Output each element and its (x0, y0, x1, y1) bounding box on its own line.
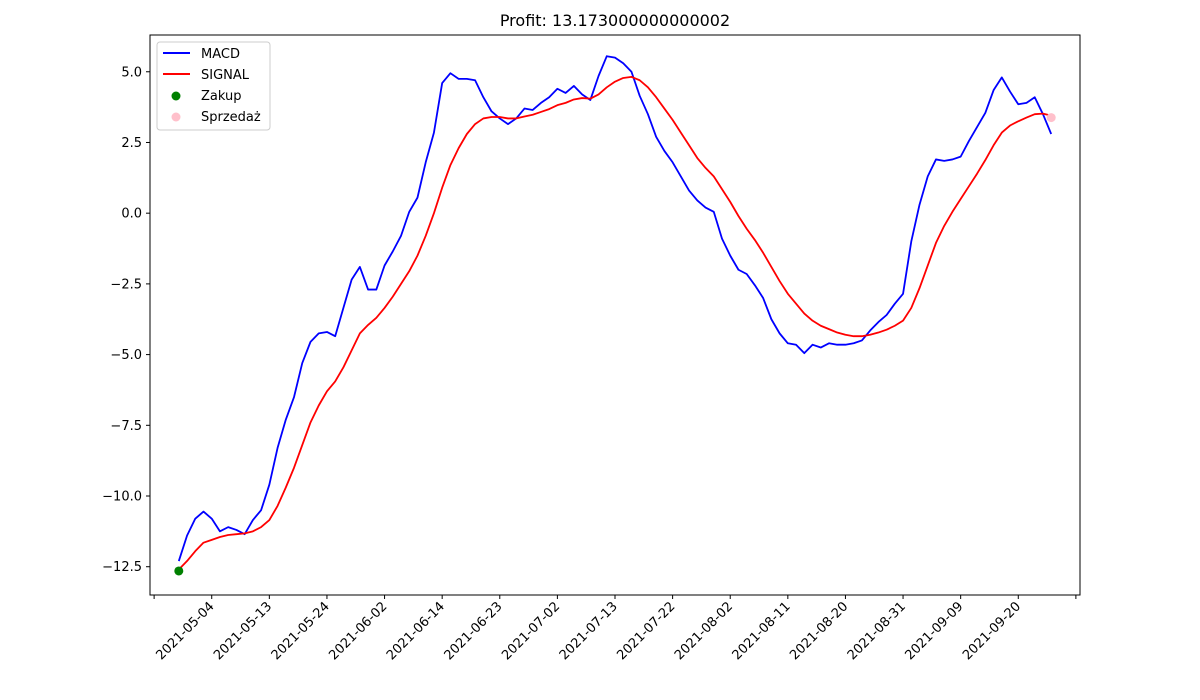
legend-signal-label: SIGNAL (201, 68, 250, 83)
legend-sprzedaz-marker (171, 112, 181, 122)
x-tick-label: 2021-05-13 (211, 599, 275, 663)
x-tick-label: 2021-08-02 (672, 599, 736, 663)
x-tick-label: 2021-08-31 (845, 599, 909, 663)
y-axis: 5.0 2.5 0.0 −2.5 −5.0 −7.5 −10.0 −12.5 (102, 65, 150, 575)
x-tick-label: 2021-07-13 (557, 599, 621, 663)
legend-sprzedaz-label: Sprzedaż (201, 110, 261, 125)
y-tick-label: 5.0 (121, 65, 142, 80)
series-line-signal (178, 75, 1052, 571)
x-tick-label: 2021-08-11 (730, 599, 794, 663)
x-axis: 2021-05-042021-05-132021-05-242021-06-02… (154, 595, 1077, 663)
x-tick-label: 2021-06-02 (326, 599, 390, 663)
buy-marker (174, 566, 184, 576)
y-tick-label: 2.5 (121, 136, 142, 151)
x-tick-label: 2021-07-22 (614, 599, 678, 663)
plot-frame (149, 34, 1081, 596)
x-tick-label: 2021-09-09 (902, 599, 966, 663)
y-tick-label: −10.0 (102, 490, 142, 505)
chart-title: Profit: 13.173000000000002 (500, 11, 730, 30)
x-tick-label: 2021-05-24 (269, 599, 333, 663)
y-tick-label: −2.5 (110, 277, 142, 292)
y-tick-label: −7.5 (110, 419, 142, 434)
y-tick-label: 0.0 (121, 207, 142, 222)
x-tick-label: 2021-07-02 (499, 599, 563, 663)
x-tick-label: 2021-06-14 (384, 599, 448, 663)
legend-zakup-marker (171, 91, 181, 101)
plot-content (174, 55, 1056, 576)
x-tick-label: 2021-06-23 (442, 599, 506, 663)
sell-marker (1046, 113, 1056, 123)
y-tick-label: −12.5 (102, 560, 142, 575)
legend: MACD SIGNAL Zakup Sprzedaż (156, 41, 271, 131)
x-tick-label: 2021-05-04 (154, 599, 218, 663)
legend-box (156, 41, 271, 131)
legend-macd-label: MACD (201, 47, 240, 62)
x-tick-label: 2021-08-20 (787, 599, 851, 663)
series-line-macd (177, 55, 1053, 562)
legend-zakup-label: Zakup (201, 89, 242, 104)
y-tick-label: −5.0 (110, 348, 142, 363)
x-tick-label: 2021-09-20 (960, 599, 1024, 663)
